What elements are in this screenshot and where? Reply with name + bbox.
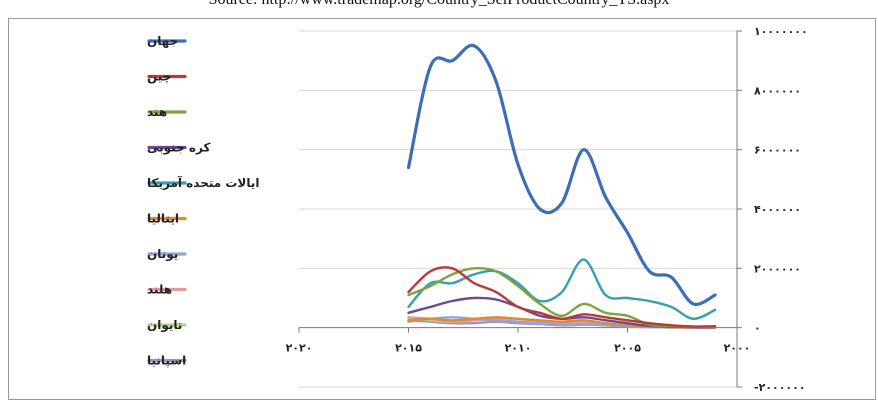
legend-label: ایتالیا — [147, 212, 179, 226]
x-tick-label: ۲۰۱۰ — [505, 342, 532, 355]
chart-frame: -۲۰۰۰۰۰۰ ۰ ۲۰۰۰۰۰۰ ۴۰۰۰۰۰۰ ۶۰۰۰۰۰۰ ۸۰۰۰۰۰۰ ۱۰۰… — [8, 18, 876, 400]
y-tick-label: ۴۰۰۰۰۰۰ — [754, 203, 801, 216]
y-tick-label: ۶۰۰۰۰۰۰ — [754, 144, 801, 157]
series-line-5 — [407, 258, 717, 320]
legend-label: یونان — [147, 247, 178, 262]
y-tick-label: -۲۰۰۰۰۰۰ — [754, 381, 806, 394]
legend-label: چین — [147, 70, 171, 84]
legend-label: کره جنوبی — [147, 141, 210, 156]
legend-label: اسپانیا — [147, 354, 186, 368]
x-tick-label: ۲۰۱۵ — [395, 342, 422, 355]
legend-label: تایوان — [147, 318, 182, 333]
x-tick-label: ۲۰۰۰ — [724, 342, 751, 355]
y-tick-label: ۸۰۰۰۰۰۰ — [754, 84, 801, 97]
legend-label: هند — [147, 105, 167, 119]
series-line-2 — [407, 266, 717, 328]
legend-label: هلند — [147, 283, 172, 297]
y-tick-label: ۰ — [754, 322, 761, 335]
legend-label: ایالات متحده آمریکا — [147, 175, 259, 190]
legend-label: جهان — [147, 34, 178, 48]
y-tick-label: ۱۰۰۰۰۰۰۰ — [754, 25, 808, 38]
source-caption: Source: http://www.trademap.org/Country_… — [0, 0, 878, 9]
series-line-1 — [406, 43, 717, 307]
y-tick-label: ۲۰۰۰۰۰۰ — [754, 262, 801, 275]
line-chart: -۲۰۰۰۰۰۰ ۰ ۲۰۰۰۰۰۰ ۴۰۰۰۰۰۰ ۶۰۰۰۰۰۰ ۸۰۰۰۰۰۰ ۱۰۰… — [147, 25, 808, 394]
x-tick-label: ۲۰۰۵ — [614, 342, 641, 355]
x-tick-label: ۲۰۲۰ — [286, 342, 313, 355]
